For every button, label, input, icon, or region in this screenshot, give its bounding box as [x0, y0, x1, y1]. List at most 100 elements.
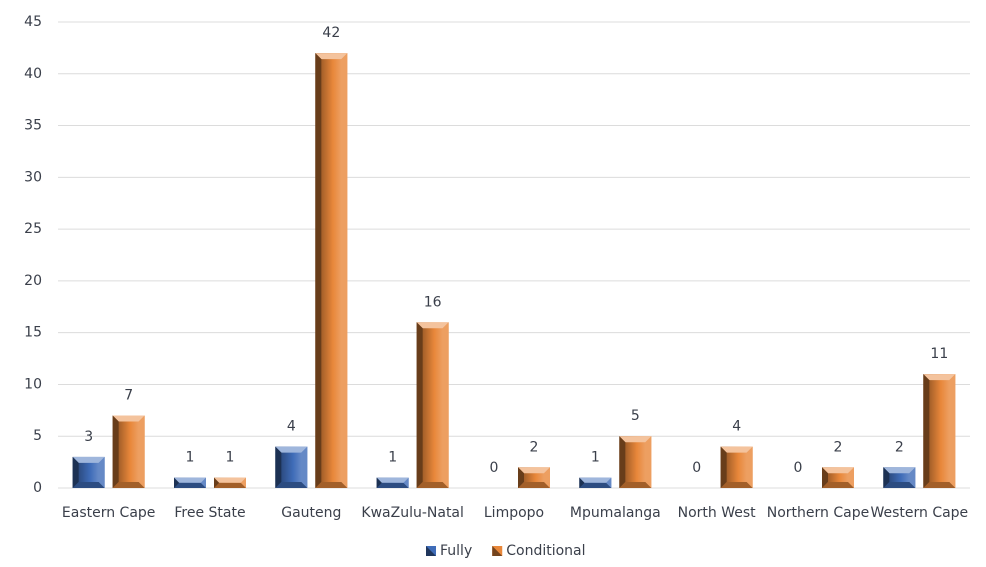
legend-label: Fully: [440, 543, 472, 559]
bar-bevel-right: [746, 446, 753, 488]
bar-bevel-left: [883, 467, 890, 488]
bar-bevel-top: [518, 467, 550, 474]
bar-bevel-right: [98, 456, 105, 488]
data-label: 16: [424, 294, 442, 310]
bar-bevel-top: [72, 456, 105, 463]
data-label: 4: [287, 419, 296, 435]
bar-bevel-bottom: [416, 482, 449, 488]
legend-swatch-shade: [426, 546, 436, 556]
x-tick-label: Northern Cape: [767, 505, 869, 521]
bar-bevel-top: [720, 446, 753, 453]
data-label: 0: [490, 460, 499, 476]
data-label: 5: [631, 408, 640, 424]
x-tick-label: Eastern Cape: [62, 505, 156, 521]
y-tick-label: 40: [24, 66, 42, 82]
bar-bevel-right: [301, 446, 308, 488]
bar-bevel-bottom: [315, 482, 348, 488]
bar-bevel-right: [403, 477, 409, 488]
y-tick-label: 30: [24, 169, 42, 185]
bar-bevel-top: [315, 53, 348, 60]
data-label: 11: [930, 346, 948, 362]
bar-bevel-bottom: [376, 482, 409, 488]
bar-bevel-left: [579, 477, 585, 488]
data-label: 2: [834, 439, 843, 455]
bar-bevel-left: [376, 477, 382, 488]
data-label: 42: [322, 25, 340, 41]
y-tick-label: 35: [24, 118, 42, 134]
bar-bevel-right: [848, 467, 854, 488]
bar-bevel-top: [275, 446, 308, 453]
data-label: 2: [895, 439, 904, 455]
bar-bevel-left: [275, 446, 282, 488]
bar-bevel-bottom: [923, 482, 956, 488]
bar-bevel-left: [315, 53, 322, 489]
bar-bevel-left: [619, 436, 626, 488]
bar-bevel-left: [923, 374, 930, 488]
bar-bevel-right: [544, 467, 550, 488]
bar-bevel-top: [619, 436, 652, 443]
data-label: 1: [388, 450, 397, 466]
bar-bevel-bottom: [822, 482, 854, 488]
data-label: 3: [84, 429, 93, 445]
data-label: 1: [591, 450, 600, 466]
y-tick-label: 10: [24, 376, 42, 392]
bar-bevel-bottom: [619, 482, 652, 488]
x-tick-label: Western Cape: [870, 505, 968, 521]
data-label: 0: [692, 460, 701, 476]
y-tick-label: 15: [24, 325, 42, 341]
bar-bevel-right: [949, 374, 956, 488]
bar-bevel-bottom: [275, 482, 308, 488]
bar-bevel-top: [214, 477, 246, 483]
bar-bevel-bottom: [214, 482, 246, 488]
bar-bevel-top: [416, 322, 449, 329]
bar-bevel-right: [645, 436, 652, 488]
x-tick-label: Mpumalanga: [570, 505, 661, 521]
bar-bevel-right: [341, 53, 348, 489]
data-label: 1: [186, 450, 195, 466]
data-label: 2: [530, 439, 539, 455]
bar-bevel-bottom: [518, 482, 550, 488]
y-tick-label: 0: [33, 480, 42, 496]
bar-bevel-right: [606, 477, 612, 488]
bar-bevel-right: [442, 322, 449, 488]
bar-bevel-right: [138, 415, 145, 488]
y-tick-label: 20: [24, 273, 42, 289]
bar-bevel-top: [376, 477, 409, 483]
bar-bevel-right: [240, 477, 246, 488]
y-tick-label: 25: [24, 221, 42, 237]
data-label: 7: [124, 388, 133, 404]
data-label: 0: [794, 460, 803, 476]
x-tick-label: Gauteng: [281, 505, 341, 521]
y-tick-label: 45: [24, 14, 42, 30]
bar-bevel-top: [579, 477, 612, 483]
data-label: 1: [226, 450, 235, 466]
bar-bevel-bottom: [883, 482, 916, 488]
x-tick-label: Free State: [174, 505, 245, 521]
bar-bevel-left: [214, 477, 220, 488]
bar-bevel-top: [923, 374, 956, 381]
bar-bevel-left: [518, 467, 524, 488]
bar-bevel-left: [174, 477, 180, 488]
x-tick-label: North West: [678, 505, 757, 521]
data-label: 4: [732, 419, 741, 435]
x-tick-label: KwaZulu-Natal: [361, 505, 464, 521]
bar-bevel-left: [822, 467, 828, 488]
bar-bevel-left: [112, 415, 119, 488]
x-tick-label: Limpopo: [484, 505, 544, 521]
bar-bevel-bottom: [720, 482, 753, 488]
bar-bevel-top: [112, 415, 145, 422]
bar-bevel-bottom: [112, 482, 145, 488]
bar-bevel-bottom: [579, 482, 612, 488]
bar-bevel-left: [72, 456, 79, 488]
bar-bevel-top: [883, 467, 916, 474]
legend-swatch-shade: [492, 546, 503, 556]
bar-bevel-left: [720, 446, 727, 488]
y-tick-label: 5: [33, 428, 42, 444]
bar-bevel-right: [909, 467, 916, 488]
bar-bevel-right: [200, 477, 206, 488]
bar-bevel-left: [416, 322, 423, 488]
legend-label: Conditional: [506, 543, 585, 559]
bar-bevel-top: [174, 477, 206, 483]
bar-bevel-bottom: [72, 482, 105, 488]
